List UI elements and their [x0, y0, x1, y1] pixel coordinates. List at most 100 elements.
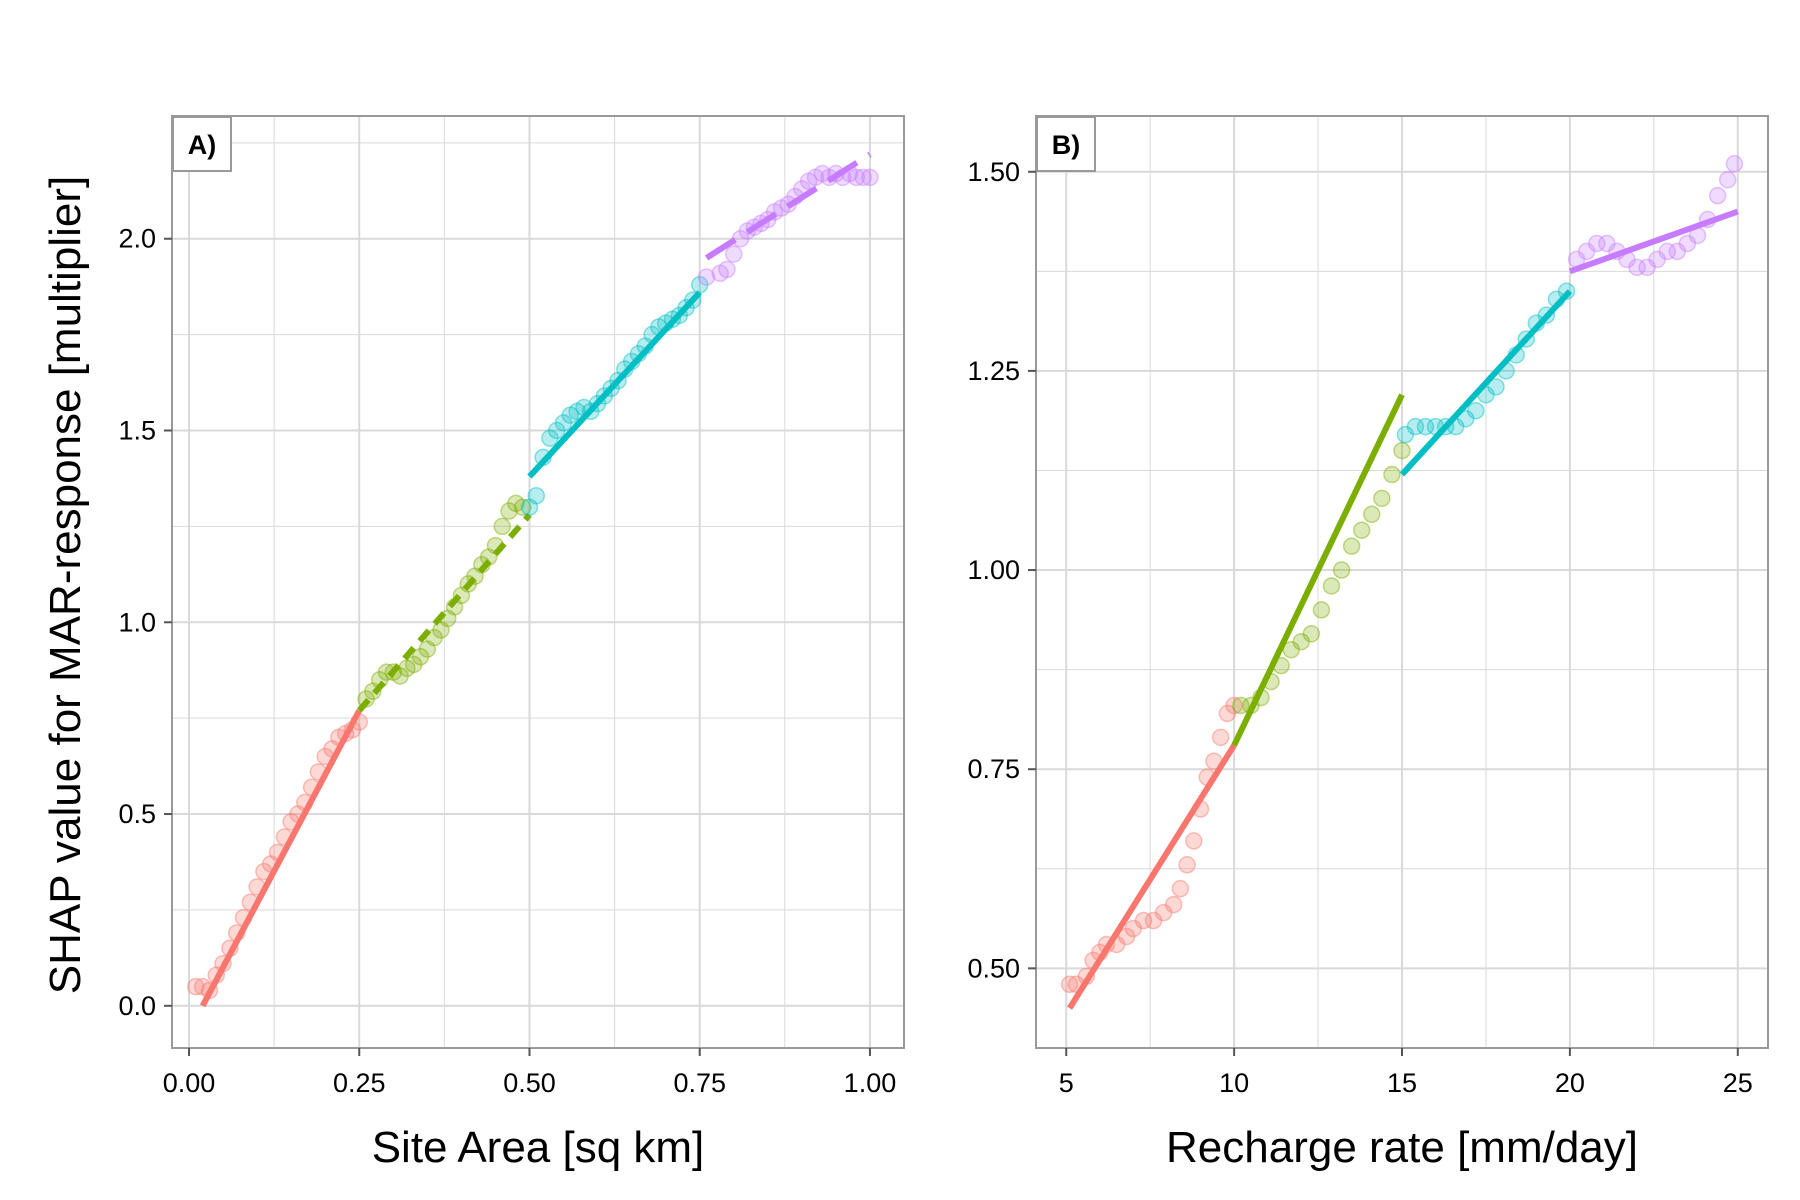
data-point	[1708, 186, 1727, 205]
data-point	[847, 168, 866, 187]
data-point	[1171, 879, 1190, 898]
plot-frame	[171, 115, 905, 1049]
panel-tag-box	[172, 116, 232, 172]
data-point	[1725, 155, 1744, 173]
y-tick-label: 1.25	[967, 356, 1020, 386]
data-point	[1718, 170, 1737, 189]
data-point	[1628, 258, 1646, 277]
data-point	[1352, 521, 1371, 539]
data-point	[1598, 234, 1616, 253]
data-point	[1363, 505, 1381, 524]
panel-tag: B)	[1052, 130, 1081, 160]
data-point	[1588, 234, 1606, 253]
data-point	[1312, 601, 1331, 619]
data-point	[1232, 696, 1250, 715]
x-tick-label: 20	[1555, 1068, 1585, 1098]
y-tick-label: 1.50	[967, 157, 1020, 187]
data-point	[432, 621, 450, 639]
data-point	[527, 486, 546, 505]
data-point	[697, 268, 716, 286]
data-point	[1487, 378, 1505, 396]
data-point	[1393, 441, 1411, 460]
panel-a: 0.00 0.25 0.50 0.75 1.00 0.0 0.5 1.0 1.5 2.0 Site …	[118, 115, 905, 1172]
data-point	[711, 264, 729, 283]
x-tick-label: 25	[1723, 1068, 1753, 1098]
fit-line	[1399, 289, 1573, 477]
data-point	[500, 502, 518, 520]
fit-line	[1568, 208, 1739, 275]
data-point	[1467, 401, 1485, 420]
data-point	[1164, 895, 1183, 914]
data-point	[1638, 258, 1656, 277]
y-tick-label: 0.5	[118, 799, 156, 829]
plot-background	[172, 116, 904, 1048]
fit-line	[199, 709, 362, 1008]
x-tick-label: 0.00	[163, 1068, 216, 1098]
data-point	[854, 168, 872, 187]
data-point	[1225, 696, 1243, 715]
series-segment-3	[520, 276, 709, 516]
data-point	[493, 517, 512, 536]
x-tick-label: 0.25	[333, 1068, 386, 1098]
x-tick-label: 1.00	[844, 1068, 897, 1098]
panel-b: 5 10 15 20 25 0.50 0.75 1.00 1.25 1.50 Recharge ra…	[967, 115, 1769, 1172]
data-point	[547, 421, 566, 440]
data-point	[1185, 832, 1203, 850]
data-point	[1124, 919, 1143, 938]
data-point	[561, 406, 580, 424]
data-point	[411, 648, 430, 666]
data-point	[1178, 856, 1196, 874]
data-point	[1218, 704, 1237, 723]
data-point	[813, 164, 832, 183]
data-point	[541, 429, 559, 447]
series-segment-1	[187, 709, 369, 1008]
y-tick-label: 1.0	[118, 607, 156, 637]
data-point	[861, 168, 879, 187]
fit-line	[1067, 743, 1237, 1010]
data-point	[1154, 903, 1173, 922]
data-point	[1406, 417, 1425, 436]
x-tick-label: 10	[1219, 1068, 1249, 1098]
data-point	[1211, 728, 1230, 747]
data-point	[1383, 465, 1401, 484]
y-tick-label: 2.0	[118, 224, 156, 254]
fit-line	[527, 290, 702, 479]
data-point	[1668, 242, 1687, 261]
data-point	[1373, 489, 1391, 508]
y-tick-label: 1.00	[967, 555, 1020, 585]
data-point	[1457, 409, 1475, 428]
data-point	[404, 655, 423, 674]
y-tick-label: 0.50	[967, 953, 1020, 983]
fit-line	[356, 512, 532, 713]
y-tick-label: 0.0	[118, 991, 156, 1021]
data-point	[806, 168, 825, 187]
data-point	[1396, 425, 1415, 444]
series-segment-2	[1231, 393, 1411, 747]
data-point	[554, 414, 573, 432]
data-point	[513, 498, 532, 516]
y-axis-title: SHAP value for MAR-response [multiplier]	[41, 176, 90, 994]
panel-tag-box	[1036, 116, 1096, 172]
data-point	[1134, 911, 1153, 930]
data-point	[507, 494, 525, 513]
y-tick-label: 1.5	[118, 416, 156, 446]
x-tick-label: 0.75	[673, 1068, 726, 1098]
data-point	[1658, 242, 1677, 261]
data-point	[1342, 537, 1361, 555]
x-tick-label: 5	[1059, 1068, 1074, 1098]
data-point	[1322, 577, 1341, 595]
x-tick-label: 15	[1387, 1068, 1417, 1098]
data-point	[1292, 632, 1311, 651]
x-axis-title: Recharge rate [mm/day]	[1166, 1123, 1638, 1172]
data-point	[1302, 625, 1321, 643]
data-point	[520, 498, 539, 516]
data-point	[1648, 250, 1666, 269]
data-point	[1577, 242, 1596, 261]
fit-line	[704, 151, 872, 261]
data-point	[1144, 911, 1163, 930]
x-axis-title: Site Area [sq km]	[372, 1123, 705, 1172]
data-point	[1416, 417, 1435, 436]
y-tick-label: 0.75	[967, 754, 1020, 784]
series-segment-1	[1060, 696, 1243, 1010]
